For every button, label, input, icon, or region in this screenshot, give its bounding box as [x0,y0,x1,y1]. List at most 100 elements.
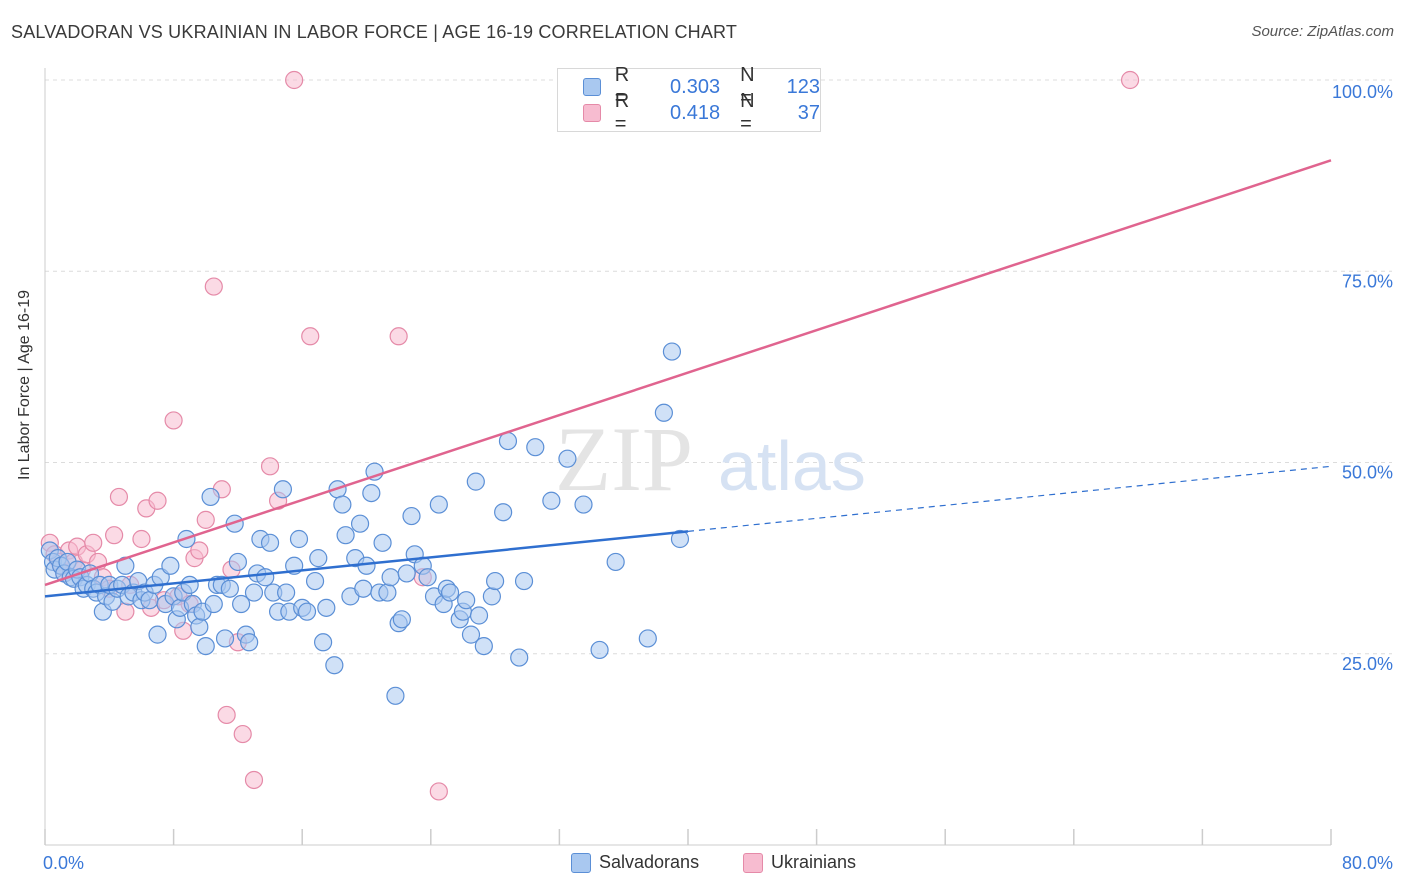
legend-item-salvadorans: Salvadorans [571,852,699,873]
salvadoran-point [333,495,352,514]
y-tick-label: 50.0% [1342,463,1393,483]
salvadoran-point [662,342,682,361]
salvadoran-point [574,495,593,514]
salvadoran-point [161,556,180,575]
salvadoran-point [381,568,400,587]
salvadoran-point [378,583,397,602]
n-label: N = [740,90,755,135]
salvadoran-point [638,629,657,648]
y-tick-label: 100.0% [1332,82,1393,102]
x-tick-label: 0.0% [43,853,84,873]
grid-lines [45,79,1392,655]
salvadoran-point [418,568,437,587]
salvadoran-point [297,602,317,621]
n-label: N = [740,64,755,109]
legend-item-ukrainians: Ukrainians [743,852,856,873]
salvadoran-point [402,506,421,526]
salvadoran-point [440,583,460,602]
salvadoran-point [392,610,411,629]
source-credit: Source: ZipAtlas.com [1251,23,1394,40]
salvadoran-point [457,591,476,610]
salvadoran-point [317,598,336,617]
salvadoran-point [386,686,405,705]
ukrainian-point [148,491,167,510]
salvadoran-point [180,575,199,595]
salvadoran-point [232,594,251,614]
r-label: R = [614,90,630,135]
salvadoran-point [260,533,280,552]
salvadoran-point [373,533,392,552]
salvadoran-point [325,656,344,675]
legend-row-salvadorans: R = 0.303 N = 123 [583,64,820,109]
ukrainian-point [389,327,408,346]
n-value: 37 [797,101,820,124]
y-tick-label: 75.0% [1342,271,1393,291]
salvadoran-point [397,564,416,583]
salvadoran-point [196,636,215,656]
salvadoran-point [494,503,513,522]
salvadoran-point [220,579,239,598]
series-salvadorans-points [40,342,690,705]
salvadoran-point [469,606,489,625]
ukrainian-point [132,529,151,549]
chart-title: SALVADORAN VS UKRAINIAN IN LABOR FORCE |… [11,22,738,42]
salvadoran-point [486,571,505,591]
salvadorans-swatch [571,852,591,873]
ukrainian-point [260,457,280,476]
salvadorans-swatch [583,78,601,96]
ukrainian-point [105,526,124,545]
salvadoran-point [482,587,501,606]
ukrainian-point [217,705,236,725]
ukrainian-point [233,724,252,744]
salvadoran-point [225,514,244,533]
salvadoran-point [240,633,259,652]
salvadoran-point [590,640,609,660]
salvadoran-point [309,549,328,568]
ukrainian-point [109,487,129,507]
r-label: R = [614,64,630,109]
salvadorans-trend-extension [687,465,1332,532]
salvadoran-point [474,636,493,656]
salvadorans-trend-line [44,530,689,598]
salvadoran-point [336,526,355,545]
salvadoran-point [244,583,264,602]
salvadoran-point [215,629,235,648]
ukrainians-trend-line [44,159,1332,587]
salvadoran-point [654,403,673,422]
ukrainians-swatch [743,852,763,873]
salvadoran-point [606,552,625,572]
salvadoran-point [201,487,220,507]
salvadoran-point [510,648,529,667]
salvadoran-point [357,556,376,575]
salvadoran-point [526,438,545,457]
salvadoran-point [289,529,309,549]
salvadoran-point [354,579,373,598]
ukrainian-point [196,510,215,529]
salvadoran-point [228,552,247,572]
salvadoran-point [429,495,448,514]
watermark-atlas: atlas [718,427,866,505]
salvadoran-point [362,484,381,503]
salvadoran-point [670,529,690,549]
ukrainian-point [204,277,223,296]
x-tick-label: 80.0% [1342,853,1393,873]
salvadoran-point [313,633,333,652]
watermark: ZIP atlas [555,408,866,510]
salvadoran-point [461,625,481,644]
ukrainian-point [429,782,448,801]
tick-labels: 25.0% 50.0% 75.0% 100.0% 0.0% 80.0% [43,82,1393,873]
salvadoran-point [277,583,296,602]
y-tick-label: 25.0% [1342,654,1393,674]
salvadoran-point [190,617,209,637]
salvadoran-point [148,625,167,644]
ukrainian-point [1120,70,1140,90]
r-value: 0.418 [670,101,721,124]
salvadoran-point [542,491,561,510]
watermark-zip: ZIP [555,408,693,510]
legend-label: Ukrainians [771,852,857,872]
salvadoran-point [350,514,370,533]
ukrainian-point [84,533,103,552]
salvadoran-point [514,571,534,591]
correlation-legend: R = 0.303 N = 123 R = 0.418 N = 37 [557,64,821,135]
axes [44,68,1332,846]
